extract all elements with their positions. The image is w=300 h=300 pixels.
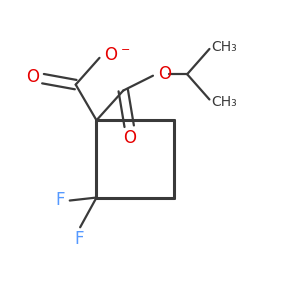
Text: F: F <box>74 230 83 247</box>
Text: CH₃: CH₃ <box>211 95 237 109</box>
Text: F: F <box>56 190 65 208</box>
Text: O: O <box>26 68 39 86</box>
Text: CH₃: CH₃ <box>211 40 237 54</box>
Text: −: − <box>121 44 130 55</box>
Text: O: O <box>123 129 136 147</box>
Text: O: O <box>104 46 117 64</box>
Text: O: O <box>158 65 171 83</box>
